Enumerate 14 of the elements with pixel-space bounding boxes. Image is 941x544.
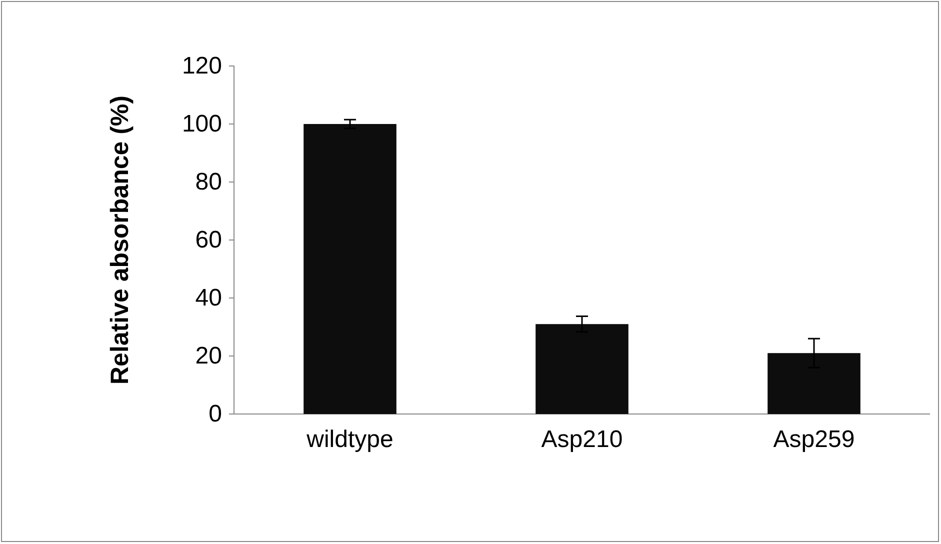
y-tick-label: 80	[195, 168, 222, 196]
y-tick-label: 0	[208, 400, 222, 428]
y-tick-label: 40	[195, 284, 222, 312]
y-tick-label: 120	[182, 52, 222, 80]
x-tick-label: Asp210	[541, 426, 623, 453]
y-tick-label: 100	[182, 110, 222, 138]
bar	[768, 353, 860, 414]
bar	[536, 324, 628, 414]
y-tick-label: 60	[195, 226, 222, 254]
y-axis-title: Relative absorbance (%)	[106, 96, 134, 384]
bar	[304, 124, 396, 414]
x-tick-label: Asp259	[773, 426, 855, 453]
y-tick-label: 20	[195, 342, 222, 370]
x-tick-label: wildtype	[306, 426, 394, 453]
